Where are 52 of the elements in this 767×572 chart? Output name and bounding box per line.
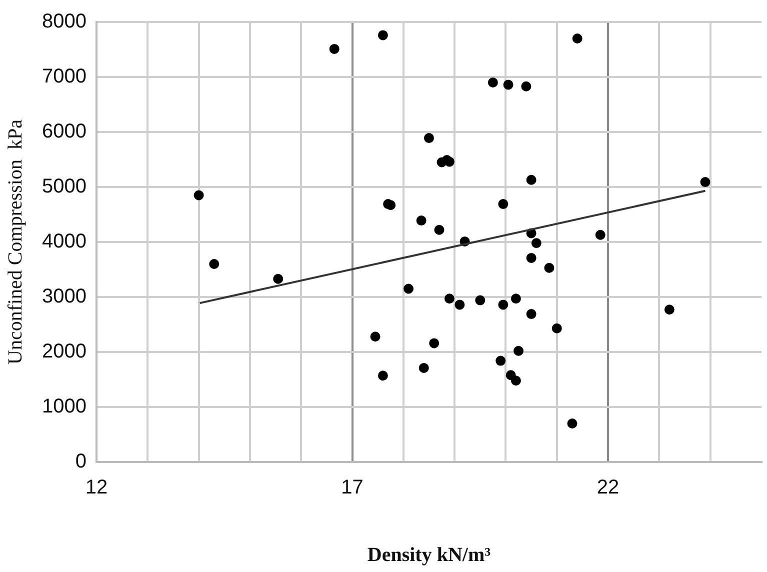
y-tick-label: 2000 (42, 340, 86, 363)
point (444, 294, 454, 304)
x-tick-label: 12 (85, 476, 108, 499)
point (526, 252, 536, 263)
y-tick-label: 5000 (42, 176, 86, 198)
y-tick-label: 7000 (42, 66, 86, 88)
y-tick-label: 3000 (42, 286, 86, 308)
point (510, 294, 521, 304)
point (531, 238, 542, 248)
point (498, 300, 508, 310)
point (454, 300, 465, 310)
point (378, 30, 388, 40)
point (429, 338, 440, 348)
point (418, 362, 429, 373)
point (386, 200, 396, 210)
y-axis-title: Unconfined Compression kPa (4, 119, 26, 364)
point (567, 418, 578, 428)
point (329, 44, 340, 54)
point (416, 216, 426, 226)
point (444, 156, 454, 167)
point (404, 284, 414, 294)
x-axis-title: Density kN/m³ (367, 544, 491, 566)
point (514, 346, 524, 356)
point (503, 80, 514, 90)
point (209, 259, 220, 269)
point (595, 230, 606, 240)
point (521, 81, 532, 92)
y-tick-label: 8000 (42, 10, 86, 33)
point (664, 304, 674, 315)
point (194, 190, 204, 200)
point (498, 199, 508, 210)
point (526, 309, 536, 320)
y-tick-label: 1000 (42, 396, 86, 418)
point (510, 376, 521, 386)
y-tick-label: 4000 (42, 230, 86, 253)
point (378, 370, 388, 381)
x-tick-label: 22 (596, 476, 620, 499)
point (370, 332, 380, 342)
point (273, 274, 284, 284)
point (434, 224, 444, 235)
y-tick-label: 0 (75, 450, 86, 473)
point (700, 177, 710, 188)
y-tick-label: 6000 (42, 120, 86, 143)
point (544, 262, 554, 273)
point (475, 295, 486, 306)
point (572, 34, 582, 44)
point (552, 323, 562, 334)
point (488, 78, 498, 88)
x-tick-label: 17 (341, 476, 364, 499)
point (526, 174, 536, 185)
point (424, 133, 434, 144)
point (496, 356, 506, 366)
